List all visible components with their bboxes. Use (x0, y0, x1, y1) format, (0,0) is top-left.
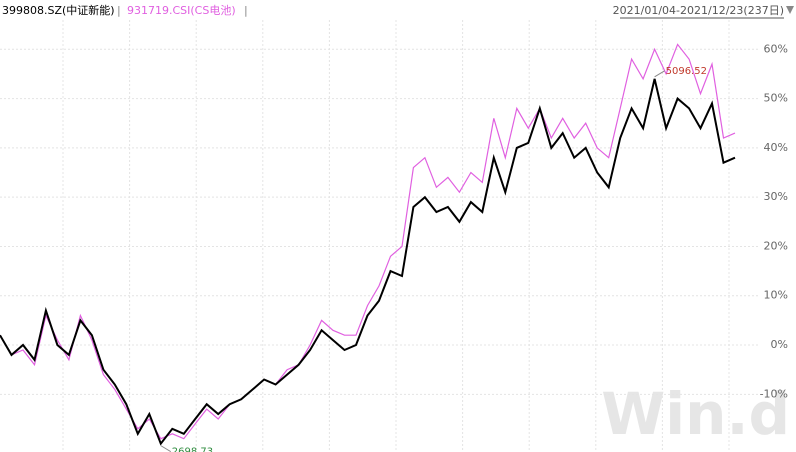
series-b-code: 931719.CSI(CS电池) (127, 4, 236, 17)
series-line (0, 78, 736, 446)
y-tick-label: 40% (764, 141, 788, 154)
series-a-code: 399808.SZ(中证新能) (2, 3, 115, 17)
annotation-pointer (654, 70, 665, 78)
date-range[interactable]: 2021/01/04-2021/12/23(237日) (613, 4, 784, 17)
y-tick-label: -10% (760, 387, 788, 400)
y-tick-label: 20% (764, 239, 788, 252)
y-tick-label: 10% (764, 289, 788, 302)
annotation: 5096.52 (666, 66, 707, 77)
annotation: 2698.73 (172, 447, 213, 452)
dropdown-icon[interactable] (786, 6, 794, 14)
watermark: Win.d (601, 380, 790, 448)
y-tick-label: 50% (764, 92, 788, 105)
series-line (0, 43, 736, 440)
y-tick-label: 0% (771, 338, 788, 351)
y-tick-label: 60% (764, 42, 788, 55)
y-tick-label: 30% (764, 190, 788, 203)
separator: | (117, 4, 121, 17)
annotation-pointer (160, 445, 172, 452)
separator: | (244, 4, 248, 17)
